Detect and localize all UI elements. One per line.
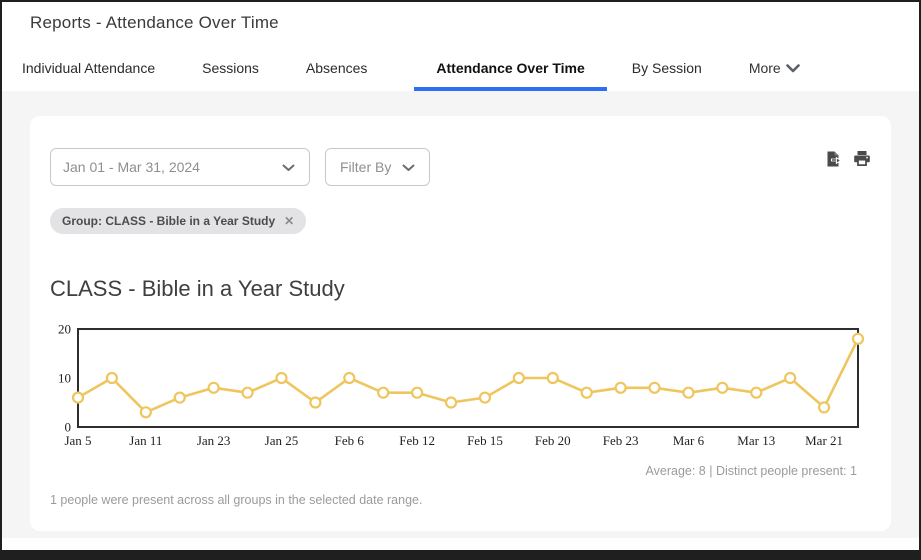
filter-chip: Group: CLASS - Bible in a Year Study ✕ [50, 208, 307, 234]
svg-text:Feb 20: Feb 20 [535, 433, 571, 448]
tab-attendance-over-time[interactable]: Attendance Over Time [414, 60, 607, 91]
svg-text:0: 0 [65, 420, 72, 435]
chevron-down-icon [282, 159, 295, 175]
svg-text:Mar 6: Mar 6 [673, 433, 705, 448]
report-content: Jan 01 - Mar 31, 2024 Filter By [2, 91, 919, 538]
svg-text:Feb 6: Feb 6 [335, 433, 365, 448]
report-card: Jan 01 - Mar 31, 2024 Filter By [30, 116, 891, 531]
tab-absences[interactable]: Absences [305, 60, 368, 76]
chevron-down-icon [402, 159, 415, 175]
svg-text:Mar 13: Mar 13 [737, 433, 775, 448]
tab-by-session[interactable]: By Session [631, 60, 702, 76]
svg-text:10: 10 [58, 371, 71, 386]
close-icon[interactable]: ✕ [284, 214, 295, 228]
filter-by-label: Filter By [340, 159, 392, 175]
date-range-select[interactable]: Jan 01 - Mar 31, 2024 [50, 148, 310, 186]
toolbar-actions [824, 150, 871, 168]
export-icon [827, 151, 842, 167]
svg-text:Feb 12: Feb 12 [399, 433, 435, 448]
filter-chip-label: Group: CLASS - Bible in a Year Study [62, 214, 276, 228]
presence-note: 1 people were present across all groups … [50, 493, 423, 507]
window-bottom-border [2, 550, 919, 558]
date-range-value: Jan 01 - Mar 31, 2024 [63, 159, 200, 175]
attendance-line-chart: 0 10 20 Jan 5 Jan 11 Jan 23 Jan 25 Feb 6 Feb 12 F… [58, 322, 865, 448]
active-filters: Group: CLASS - Bible in a Year Study ✕ [50, 208, 871, 234]
svg-text:Jan 25: Jan 25 [265, 433, 299, 448]
svg-text:Jan 23: Jan 23 [197, 433, 231, 448]
chevron-down-icon [785, 60, 800, 76]
print-icon [854, 151, 870, 166]
svg-text:Mar 21: Mar 21 [805, 433, 843, 448]
average-summary: Average: 8 | Distinct people present: 1 [645, 464, 857, 478]
tab-more[interactable]: More [749, 60, 800, 91]
toolbar: Jan 01 - Mar 31, 2024 Filter By [50, 148, 871, 186]
tab-sessions[interactable]: Sessions [202, 60, 259, 76]
report-tabs: Individual Attendance Sessions Absences … [2, 33, 919, 91]
svg-text:20: 20 [58, 322, 71, 337]
print-button[interactable] [853, 150, 871, 168]
export-button[interactable] [824, 150, 842, 168]
tab-individual-attendance[interactable]: Individual Attendance [22, 60, 156, 76]
page-title: Reports - Attendance Over Time [30, 13, 279, 32]
chart-title: CLASS - Bible in a Year Study [50, 276, 345, 301]
svg-text:Jan 5: Jan 5 [64, 433, 91, 448]
svg-text:Feb 15: Feb 15 [467, 433, 503, 448]
tab-more-label: More [748, 60, 781, 76]
svg-text:Feb 23: Feb 23 [603, 433, 639, 448]
page-header: Reports - Attendance Over Time [2, 2, 919, 33]
svg-text:Jan 11: Jan 11 [129, 433, 162, 448]
filter-by-select[interactable]: Filter By [325, 148, 431, 186]
